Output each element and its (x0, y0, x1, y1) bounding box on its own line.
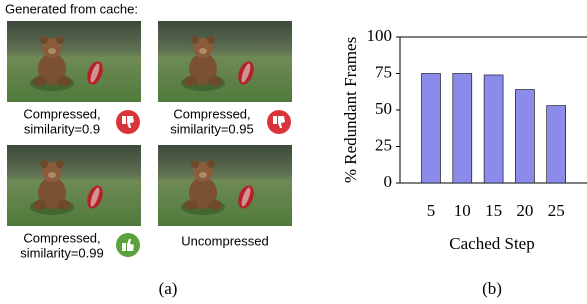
x-tick-label: 25 (548, 201, 565, 220)
image (7, 21, 141, 102)
panel-label: (a) (159, 279, 178, 298)
figure: Generated from cache: Compressed, simila… (0, 0, 587, 304)
caption: Compressed, (23, 106, 100, 121)
caption: Compressed, (23, 230, 100, 245)
image (7, 145, 141, 226)
caption: Uncompressed (181, 233, 268, 248)
panel-label: (b) (482, 279, 502, 298)
bar (515, 90, 534, 183)
x-tick-label: 10 (454, 201, 471, 220)
x-tick-label: 15 (485, 201, 502, 220)
y-tick-label: 25 (375, 135, 392, 154)
x-tick-label: 5 (427, 201, 436, 220)
bar (453, 74, 472, 184)
x-axis-label: Cached Step (449, 234, 534, 253)
bar (422, 74, 441, 184)
caption: Compressed, (173, 106, 250, 121)
thumb-up-icon (116, 233, 140, 257)
y-tick-label: 75 (375, 62, 392, 81)
y-tick-label: 50 (375, 99, 392, 118)
x-tick-label: 20 (516, 201, 533, 220)
bar (547, 106, 566, 183)
caption: similarity=0.9 (24, 121, 100, 136)
y-tick-label: 100 (367, 26, 393, 45)
thumb-down-icon (267, 110, 291, 134)
caption: similarity=0.99 (20, 245, 103, 260)
y-axis-label: % Redundant Frames (341, 37, 360, 183)
bar (484, 75, 503, 183)
image (158, 21, 292, 102)
y-tick-label: 0 (384, 172, 393, 191)
panel-title: Generated from cache: (5, 1, 138, 16)
thumb-down-icon (116, 110, 140, 134)
caption: similarity=0.95 (170, 121, 253, 136)
image (158, 145, 292, 226)
